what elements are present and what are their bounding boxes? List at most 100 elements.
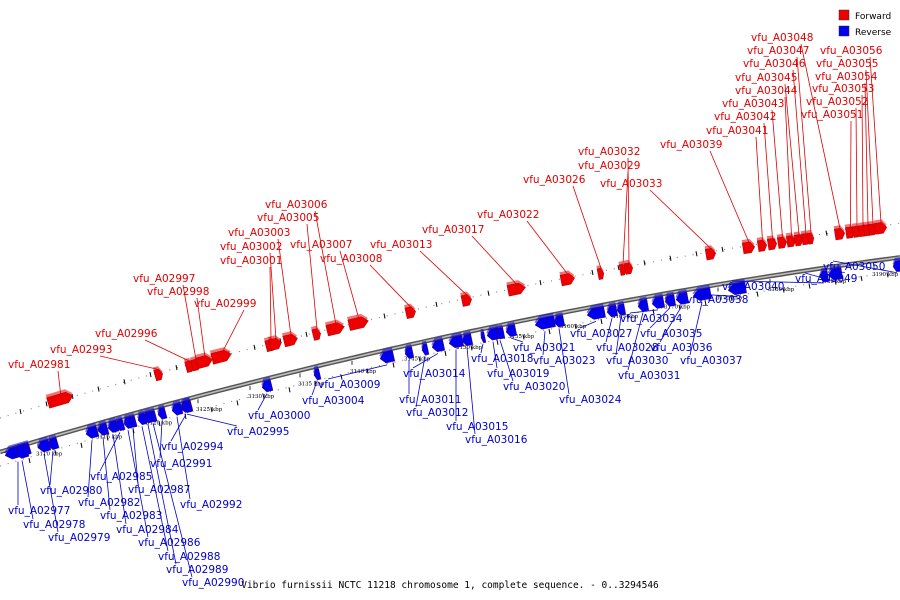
label-vfu_A02991[interactable]: vfu_A02991 [150,458,212,470]
label-vfu_A02998[interactable]: vfu_A02998 [147,286,209,298]
gene-vfu_A02990[interactable] [148,407,158,423]
label-vfu_A03039[interactable]: vfu_A03039 [660,139,722,151]
gene-vfu_A03039[interactable] [741,238,756,255]
gene-vfu_A03042[interactable] [766,235,778,251]
label-vfu_A03053[interactable]: vfu_A03053 [812,83,874,95]
label-vfu_A03038[interactable]: vfu_A03038 [686,294,748,306]
gene-vfu_A03018[interactable] [479,328,487,344]
gene-vfu_A03013[interactable] [460,291,473,307]
gene-vfu_A02978[interactable] [14,442,30,460]
label-vfu_A02992[interactable]: vfu_A02992 [180,499,242,511]
label-vfu_A03008[interactable]: vfu_A03008 [320,253,382,265]
label-vfu_A03007[interactable]: vfu_A03007 [290,239,352,251]
label-vfu_A03020[interactable]: vfu_A03020 [503,381,565,393]
label-vfu_A03022[interactable]: vfu_A03022 [477,209,539,221]
label-vfu_A03037[interactable]: vfu_A03037 [680,355,742,367]
gene-vfu_A03011[interactable] [403,343,415,359]
label-vfu_A02985[interactable]: vfu_A02985 [90,471,152,483]
label-vfu_A02987[interactable]: vfu_A02987 [128,484,190,496]
label-vfu_A03021[interactable]: vfu_A03021 [513,342,575,354]
gene-vfu_A03034[interactable] [651,293,665,309]
label-vfu_A03034[interactable]: vfu_A03034 [620,313,683,325]
gene-vfu_A03007[interactable] [347,312,370,331]
label-vfu_A03015[interactable]: vfu_A03015 [446,421,508,433]
gene-vfu_A03015[interactable] [447,332,465,349]
gene-vfu_A03014[interactable] [430,336,446,353]
label-vfu_A03052[interactable]: vfu_A03052 [806,96,868,108]
gene-vfu_A02998[interactable] [194,351,214,369]
gene-vfu_A02981[interactable] [45,388,75,409]
label-vfu_A03014[interactable]: vfu_A03014 [403,368,466,380]
label-vfu_A02996[interactable]: vfu_A02996 [95,328,158,340]
gene-vfu_A03050[interactable] [892,257,900,272]
label-vfu_A03046[interactable]: vfu_A03046 [743,58,806,70]
gene-vfu_A02999[interactable] [209,346,233,365]
label-vfu_A03040[interactable]: vfu_A03040 [722,281,784,293]
label-vfu_A03042[interactable]: vfu_A03042 [714,111,776,123]
gene-vfu_A02983[interactable] [96,420,110,436]
gene-vfu_A02997[interactable] [189,356,201,372]
label-vfu_A02988[interactable]: vfu_A02988 [158,551,220,563]
gene-vfu_A03008[interactable] [404,303,417,319]
gene-vfu_A03033[interactable] [704,245,717,261]
gene-vfu_A03049[interactable] [827,264,843,281]
gene-vfu_A03023[interactable] [533,312,556,331]
gene-vfu_A03026[interactable] [596,265,605,280]
gene-vfu_A03027[interactable] [585,303,606,321]
label-vfu_A03004[interactable]: vfu_A03004 [302,395,365,407]
label-vfu_A03049[interactable]: vfu_A03049 [795,273,857,285]
label-vfu_A02978[interactable]: vfu_A02978 [23,519,85,531]
label-vfu_A02997[interactable]: vfu_A02997 [133,273,195,285]
label-vfu_A03009[interactable]: vfu_A03009 [318,379,380,391]
label-vfu_A03017[interactable]: vfu_A03017 [422,224,484,236]
label-vfu_A03005[interactable]: vfu_A03005 [257,212,319,224]
gene-vfu_A03024[interactable] [552,312,566,328]
label-vfu_A03041[interactable]: vfu_A03041 [706,125,768,137]
gene-vfu_A03022[interactable] [559,270,575,287]
label-vfu_A03019[interactable]: vfu_A03019 [487,368,549,380]
gene-vfu_A03005[interactable] [311,325,322,341]
label-vfu_A03051[interactable]: vfu_A03051 [801,109,863,121]
label-vfu_A03043[interactable]: vfu_A03043 [722,98,784,110]
label-vfu_A03031[interactable]: vfu_A03031 [618,370,680,382]
gene-vfu_A02987[interactable] [128,412,138,428]
gene-vfu_A03036[interactable] [675,289,689,305]
gene-vfu_A03012[interactable] [420,340,430,356]
label-vfu_A03045[interactable]: vfu_A03045 [735,72,797,84]
gene-vfu_A03045[interactable] [793,231,804,247]
label-vfu_A03016[interactable]: vfu_A03016 [465,434,528,446]
label-vfu_A03002[interactable]: vfu_A03002 [220,241,282,253]
label-vfu_A03056[interactable]: vfu_A03056 [820,45,883,57]
label-vfu_A02995[interactable]: vfu_A02995 [227,426,289,438]
label-vfu_A02999[interactable]: vfu_A02999 [194,298,256,310]
gene-vfu_A03048[interactable] [833,225,846,241]
gene-vfu_A03029[interactable] [618,261,627,276]
label-vfu_A03054[interactable]: vfu_A03054 [815,71,878,83]
gene-vfu_A02985[interactable] [114,415,126,432]
gene-vfu_A03038[interactable] [727,279,747,296]
gene-vfu_A02982[interactable] [84,422,100,440]
label-vfu_A02981[interactable]: vfu_A02981 [8,359,70,371]
label-vfu_A02990[interactable]: vfu_A02990 [182,577,244,589]
label-vfu_A02979[interactable]: vfu_A02979 [48,532,110,544]
gene-vfu_A02993[interactable] [152,365,164,382]
gene-vfu_A03031[interactable] [636,296,649,312]
label-vfu_A03030[interactable]: vfu_A03030 [606,355,668,367]
gene-vfu_A03047[interactable] [806,229,815,245]
label-vfu_A03024[interactable]: vfu_A03024 [559,394,622,406]
label-vfu_A02977[interactable]: vfu_A02977 [8,505,70,517]
label-vfu_A03012[interactable]: vfu_A03012 [406,407,468,419]
label-vfu_A03003[interactable]: vfu_A03003 [228,227,290,239]
label-vfu_A03028[interactable]: vfu_A03028 [596,342,658,354]
gene-vfu_A03030[interactable] [615,300,627,316]
gene-vfu_A02991[interactable] [156,404,168,421]
gene-vfu_A03006[interactable] [325,318,346,337]
gene-vfu_A03002[interactable] [267,334,283,351]
label-vfu_A03029[interactable]: vfu_A03029 [578,160,640,172]
label-vfu_A03011[interactable]: vfu_A03011 [399,394,461,406]
gene-vfu_A03016[interactable] [460,330,474,347]
gene-vfu_A03009[interactable] [378,347,396,364]
label-vfu_A03035[interactable]: vfu_A03035 [640,328,702,340]
label-vfu_A02993[interactable]: vfu_A02993 [50,344,112,356]
gene-vfu_A02995[interactable] [181,397,193,414]
